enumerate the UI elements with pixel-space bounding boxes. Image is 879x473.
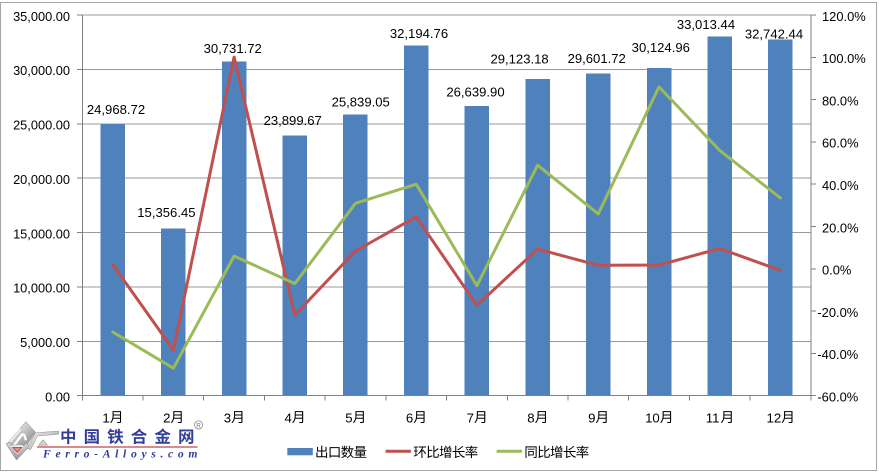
svg-text:0.00: 0.00 [45, 390, 70, 405]
svg-text:29,601.72: 29,601.72 [568, 51, 626, 66]
svg-text:25,000.00: 25,000.00 [13, 118, 70, 133]
svg-text:11: 11 [706, 410, 720, 425]
svg-text:10: 10 [645, 410, 660, 425]
svg-text:-20.0%: -20.0% [817, 305, 858, 320]
svg-text:35,000.00: 35,000.00 [13, 9, 70, 24]
svg-text:24,968.72: 24,968.72 [87, 102, 145, 117]
svg-text:120.0%: 120.0% [822, 9, 866, 24]
svg-text:40.0%: 40.0% [822, 178, 859, 193]
svg-text:29,123.18: 29,123.18 [490, 51, 548, 66]
svg-text:4: 4 [285, 410, 292, 425]
svg-text:12: 12 [767, 410, 782, 425]
svg-text:26,639.90: 26,639.90 [446, 84, 504, 99]
svg-text:60.0%: 60.0% [822, 136, 859, 151]
svg-text:15,356.45: 15,356.45 [137, 205, 195, 220]
svg-text:1: 1 [102, 410, 109, 425]
svg-text:Ferro-Alloys.com: Ferro-Alloys.com [42, 447, 202, 460]
svg-text:33,013.44: 33,013.44 [677, 17, 735, 32]
svg-text:3: 3 [224, 410, 231, 425]
svg-text:23,899.67: 23,899.67 [264, 113, 322, 128]
svg-text:15,000.00: 15,000.00 [13, 226, 70, 241]
svg-text:5: 5 [345, 410, 352, 425]
svg-text:30,124.96: 30,124.96 [632, 40, 690, 55]
svg-text:9: 9 [588, 410, 595, 425]
svg-text:-60.0%: -60.0% [817, 390, 858, 405]
svg-text:2: 2 [163, 410, 170, 425]
svg-text:5,000.00: 5,000.00 [20, 335, 70, 350]
svg-text:7: 7 [467, 410, 474, 425]
svg-text:32,742.44: 32,742.44 [745, 26, 803, 41]
svg-text:6: 6 [406, 410, 413, 425]
svg-text:20.0%: 20.0% [822, 220, 859, 235]
svg-text:100.0%: 100.0% [822, 51, 866, 66]
svg-text:30,731.72: 30,731.72 [204, 41, 262, 56]
svg-text:25,839.05: 25,839.05 [332, 94, 390, 109]
svg-text:32,194.76: 32,194.76 [390, 26, 448, 41]
svg-text:0.0%: 0.0% [822, 263, 851, 278]
svg-text:10,000.00: 10,000.00 [13, 281, 70, 296]
svg-text:80.0%: 80.0% [822, 93, 859, 108]
svg-text:R: R [196, 423, 201, 430]
svg-text:8: 8 [527, 410, 534, 425]
svg-text:20,000.00: 20,000.00 [13, 172, 70, 187]
svg-text:30,000.00: 30,000.00 [13, 63, 70, 78]
svg-text:-40.0%: -40.0% [817, 347, 858, 362]
